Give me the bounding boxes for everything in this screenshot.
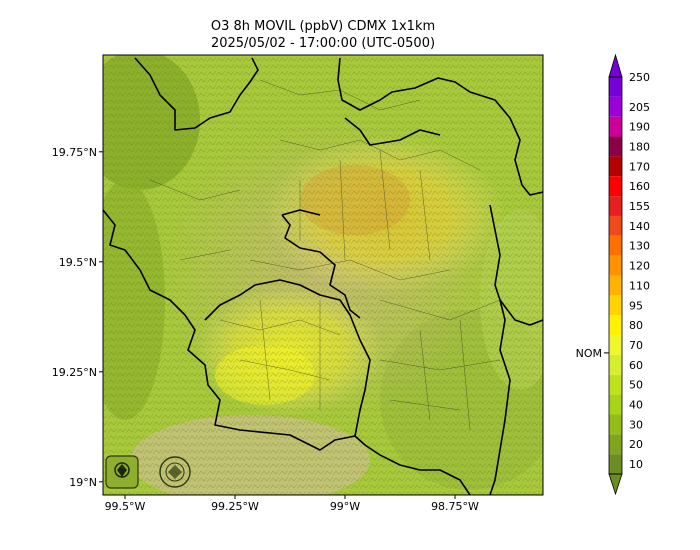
colorbar-segment bbox=[609, 454, 622, 474]
colorbar-tick-label: 20 bbox=[629, 438, 643, 451]
state-boundaries bbox=[103, 57, 543, 495]
colorbar-tick-label: 170 bbox=[629, 160, 650, 173]
lat-tick-label: 19.5°N bbox=[59, 256, 97, 269]
colorbar-tick-label: 130 bbox=[629, 240, 650, 253]
colorbar-segment bbox=[609, 196, 622, 216]
map-panel bbox=[103, 55, 543, 495]
colorbar-tick-label: 180 bbox=[629, 140, 650, 153]
colorbar-tick-label: 205 bbox=[629, 101, 650, 114]
colorbar-segment bbox=[609, 414, 622, 435]
colorbar-segment bbox=[609, 255, 622, 276]
colorbar-tick-label: 40 bbox=[629, 399, 643, 412]
lat-tick-label: 19.25°N bbox=[52, 366, 97, 379]
colorbar-tick-label: 30 bbox=[629, 418, 643, 431]
colorbar-segment bbox=[609, 394, 622, 415]
colorbar-segment bbox=[609, 235, 622, 256]
colorbar-segment bbox=[609, 176, 622, 197]
lon-tick-label: 99.5°W bbox=[105, 500, 146, 513]
colorbar-segment bbox=[609, 96, 622, 117]
colorbar-segment bbox=[609, 156, 622, 177]
colorbar-segment bbox=[609, 295, 622, 316]
colorbar-segment bbox=[609, 434, 622, 455]
colorbar-extend-max bbox=[608, 53, 623, 78]
lon-tick-label: 98.75°W bbox=[431, 500, 479, 513]
colorbar-tick-label: 250 bbox=[629, 71, 650, 84]
colorbar-segment bbox=[609, 374, 622, 395]
longitude-axis: 99.5°W 99.25°W 99°W 98.75°W bbox=[105, 495, 479, 513]
colorbar-tick-label: 95 bbox=[629, 299, 643, 312]
map-frame bbox=[102, 54, 544, 496]
colorbar-segment bbox=[609, 354, 622, 375]
colorbar: 10 20 30 40 50 60 70 80 95 110 120 130 140 155 160 170 1… bbox=[576, 53, 650, 496]
relief-texture bbox=[103, 55, 543, 495]
colorbar-tick-label: 155 bbox=[629, 200, 650, 213]
nom-label: NOM bbox=[576, 347, 602, 360]
lat-tick-label: 19.75°N bbox=[52, 146, 97, 159]
colorbar-frame bbox=[608, 76, 623, 475]
colorbar-segment bbox=[609, 275, 622, 296]
colorbar-tick-label: 10 bbox=[629, 458, 643, 471]
colorbar-tick-label: 140 bbox=[629, 220, 650, 233]
lat-tick-label: 19°N bbox=[69, 476, 97, 489]
colorbar-tick-label: 120 bbox=[629, 260, 650, 273]
colorbar-tick-label: 110 bbox=[629, 279, 650, 292]
cdmx-logo bbox=[159, 456, 191, 488]
colorbar-tick-label: 70 bbox=[629, 339, 643, 352]
latitude-axis: 19.75°N 19.5°N 19.25°N 19°N bbox=[52, 146, 103, 489]
colorbar-tick-label: 160 bbox=[629, 180, 650, 193]
colorbar-tick-label: 60 bbox=[629, 359, 643, 372]
sedema-logo bbox=[105, 455, 139, 489]
municipal-boundaries bbox=[149, 79, 501, 431]
colorbar-tick-label: 190 bbox=[629, 121, 650, 134]
colorbar-segment bbox=[609, 116, 622, 137]
colorbar-segment bbox=[609, 77, 622, 97]
colorbar-segment bbox=[609, 335, 622, 355]
colorbar-tick-label: 50 bbox=[629, 379, 643, 392]
map-subtitle: 2025/05/02 - 17:00:00 (UTC-0500) bbox=[210, 36, 436, 51]
colorbar-segment bbox=[609, 315, 622, 336]
colorbar-tick-label: 80 bbox=[629, 319, 643, 332]
colorbar-segment bbox=[609, 215, 622, 236]
colorbar-extend-min bbox=[608, 473, 623, 496]
lon-tick-label: 99.25°W bbox=[211, 500, 259, 513]
lon-tick-label: 99°W bbox=[330, 500, 360, 513]
colorbar-segment bbox=[609, 136, 622, 157]
map-title: O3 8h MOVIL (ppbV) CDMX 1x1km bbox=[210, 19, 436, 34]
